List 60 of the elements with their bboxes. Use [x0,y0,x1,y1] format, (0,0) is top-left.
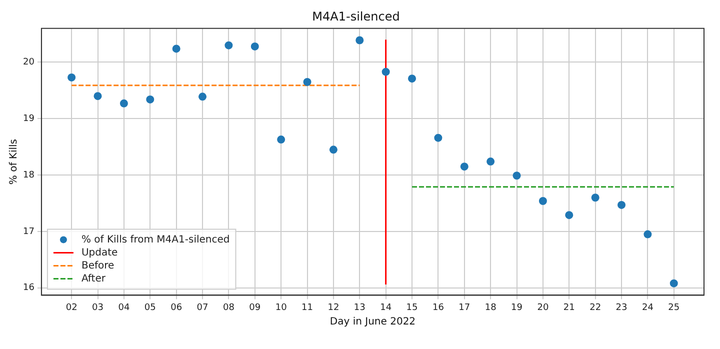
x-tick-label: 23 [616,302,628,313]
x-tick-label: 10 [275,302,288,313]
point [644,230,652,238]
x-tick-label: 15 [406,302,418,313]
y-tick-label: 17 [23,226,34,237]
legend-label: After [81,273,106,284]
x-tick-label: 03 [92,302,104,313]
x-tick-label: 22 [590,302,602,313]
point [250,42,259,50]
x-tick-label: 18 [484,302,497,313]
y-tick-label: 19 [23,114,35,124]
point [329,146,338,154]
point [146,95,154,104]
point [434,134,442,142]
point [538,197,547,205]
x-tick-label: 20 [537,302,549,313]
x-tick-label: 25 [668,302,680,313]
x-tick-label: 05 [144,302,156,313]
point [591,194,600,202]
x-tick-label: 12 [328,302,340,313]
point [303,78,312,86]
x-tick-label: 13 [354,302,366,313]
point [68,73,76,82]
point [94,92,102,100]
x-tick-label: 04 [118,302,130,313]
x-tick-label: 08 [222,302,235,313]
y-tick-label: 16 [23,283,35,294]
point [408,74,416,83]
chart-title: M4A1-silenced [312,9,400,24]
point [670,279,678,288]
x-tick-label: 17 [458,302,470,313]
point [120,99,128,108]
point [172,44,180,53]
y-tick-label: 18 [23,170,35,180]
point [618,200,626,209]
x-tick-label: 06 [170,302,182,313]
point [460,162,468,171]
point [224,41,233,50]
legend-label: % of Kills from M4A1-silenced [81,234,230,246]
point [382,68,390,76]
x-tick-label: 02 [66,302,78,313]
x-tick-label: 14 [380,302,392,313]
point [198,92,207,101]
x-tick-label: 09 [249,302,261,313]
point [356,36,364,44]
legend-label: Update [81,247,118,258]
legend-label: Before [81,260,114,272]
x-tick-label: 07 [196,302,208,313]
x-tick-label: 24 [642,302,654,313]
y-axis-title: % of Kills [8,138,20,185]
x-tick-label: 19 [511,302,523,313]
x-tick-label: 11 [302,302,313,313]
x-tick-label: 16 [432,302,444,313]
point [565,211,574,220]
point [277,136,286,144]
point [486,158,495,166]
point [512,172,521,180]
x-axis-title: Day in June 2022 [330,316,416,328]
y-tick-label: 20 [23,58,35,68]
x-tick-label: 21 [563,302,575,313]
